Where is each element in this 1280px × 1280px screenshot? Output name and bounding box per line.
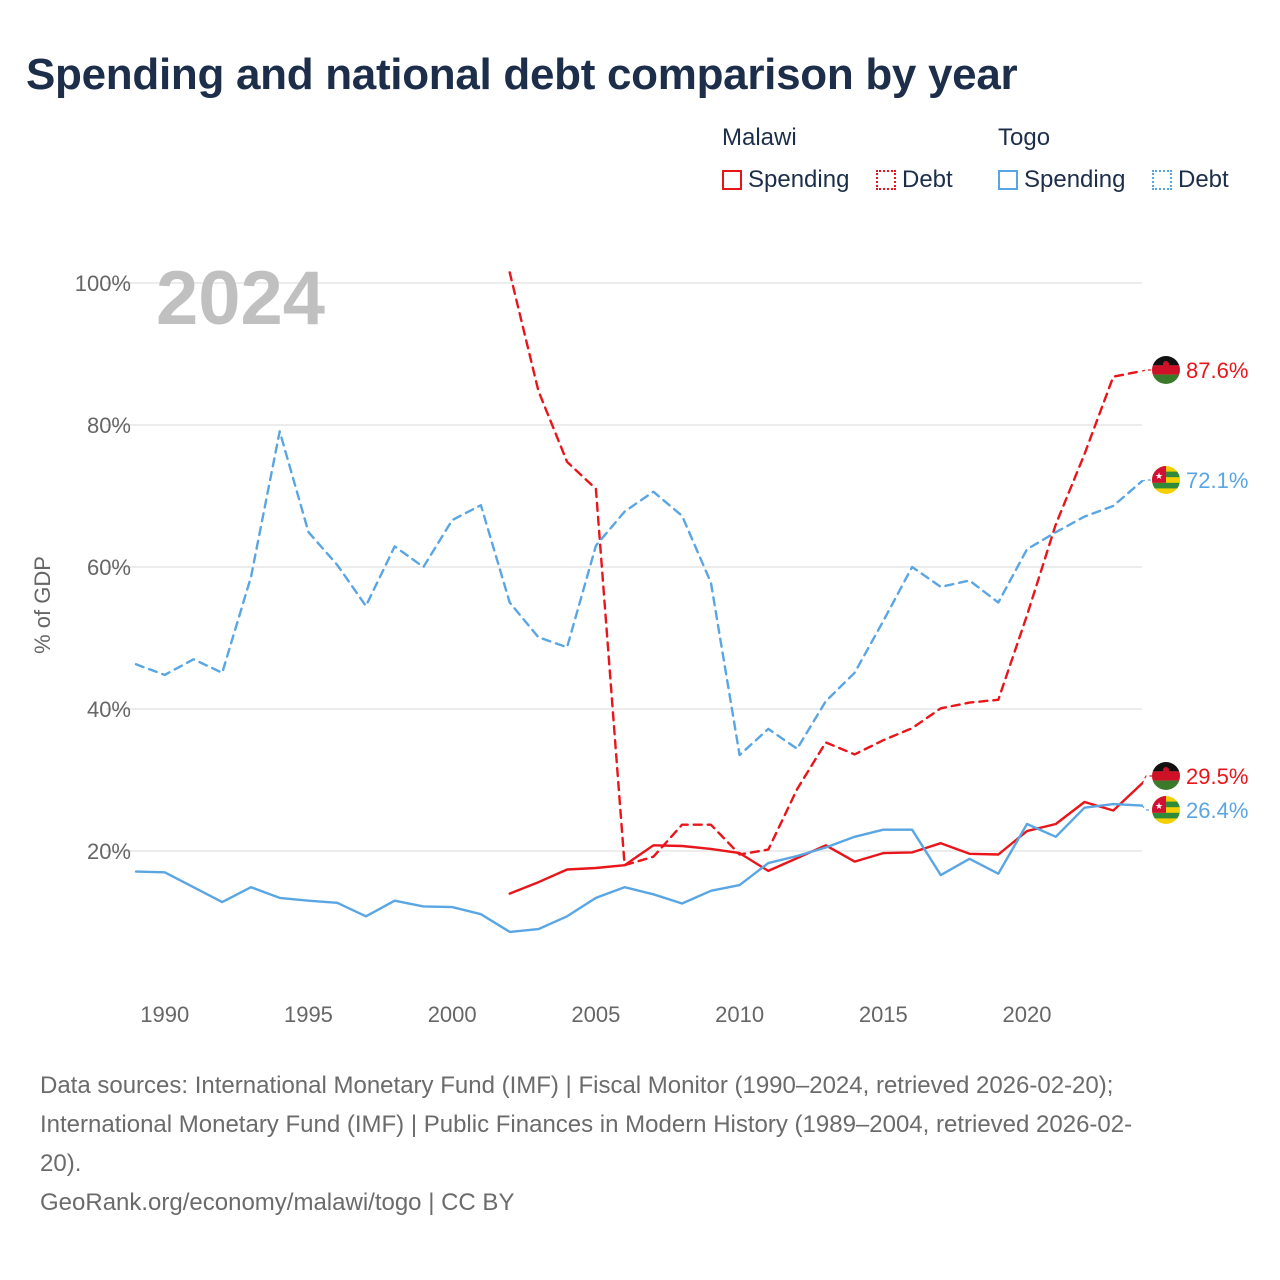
end-connector (1141, 775, 1152, 784)
series-line-malawi-spending[interactable] (508, 782, 1144, 895)
x-tick-label: 1990 (140, 1002, 189, 1027)
end-label-malawi-debt: 87.6% (1186, 358, 1248, 383)
legend-swatch-solid-red-icon (722, 170, 742, 190)
series-line-malawi-debt[interactable] (508, 271, 1144, 867)
footer-source-line-3: 20). (40, 1150, 82, 1177)
malawi-flag-icon (1152, 356, 1180, 384)
x-tick-label: 2000 (428, 1002, 477, 1027)
end-connector (1141, 369, 1152, 372)
footer-source-line-2: International Monetary Fund (IMF) | Publ… (40, 1111, 1133, 1138)
end-connector (1141, 805, 1152, 811)
y-tick-label: 100% (75, 271, 131, 296)
svg-text:★: ★ (1155, 472, 1163, 482)
legend-swatch-dotted-red-icon (876, 170, 896, 190)
legend-togo-debt[interactable]: Debt (1152, 166, 1229, 194)
togo-flag-icon: ★ (1152, 796, 1180, 824)
legend-malawi-debt[interactable]: Debt (876, 166, 953, 194)
y-tick-label: 20% (87, 839, 131, 864)
legend-group-togo: Togo (998, 124, 1051, 151)
legend-group-malawi: Malawi (722, 124, 797, 151)
x-tick-label: 2010 (715, 1002, 764, 1027)
legend-togo-spending[interactable]: Spending (998, 166, 1125, 194)
y-tick-label: 40% (87, 697, 131, 722)
y-axis-label: % of GDP (30, 556, 55, 654)
legend-swatch-solid-blue-icon (998, 170, 1018, 190)
end-connector (1141, 479, 1152, 482)
legend-swatch-dotted-blue-icon (1152, 170, 1172, 190)
legend-label: Spending (748, 166, 850, 193)
end-label-togo-debt: 72.1% (1186, 468, 1248, 493)
year-watermark: 2024 (156, 256, 325, 341)
malawi-flag-icon (1152, 762, 1180, 790)
x-tick-label: 2005 (571, 1002, 620, 1027)
chart-title: Spending and national debt comparison by… (26, 50, 1018, 99)
legend-malawi-spending[interactable]: Spending (722, 166, 849, 194)
legend-label: Debt (902, 166, 953, 193)
y-tick-label: 80% (87, 413, 131, 438)
legend-label: Debt (1178, 166, 1229, 193)
chart-plot: 2024 % of GDP 20% 40% 60% 80% 100% 1990 1995 20… (30, 256, 1248, 1027)
y-tick-label: 60% (87, 555, 131, 580)
svg-text:★: ★ (1155, 802, 1163, 812)
series-line-togo-spending[interactable] (134, 802, 1144, 934)
end-label-togo-spending: 26.4% (1186, 798, 1248, 823)
footer: Data sources: International Monetary Fun… (40, 1066, 1240, 1222)
x-tick-label: 2020 (1003, 1002, 1052, 1027)
x-tick-label: 2015 (859, 1002, 908, 1027)
footer-source-line-1: Data sources: International Monetary Fun… (40, 1072, 1114, 1099)
x-tick-label: 1995 (284, 1002, 333, 1027)
togo-flag-icon: ★ (1152, 466, 1180, 494)
legend-label: Spending (1024, 166, 1126, 193)
series-line-togo-debt[interactable] (134, 430, 1144, 757)
footer-credit-link[interactable]: GeoRank.org/economy/malawi/togo | CC BY (40, 1189, 515, 1216)
end-label-malawi-spending: 29.5% (1186, 764, 1248, 789)
